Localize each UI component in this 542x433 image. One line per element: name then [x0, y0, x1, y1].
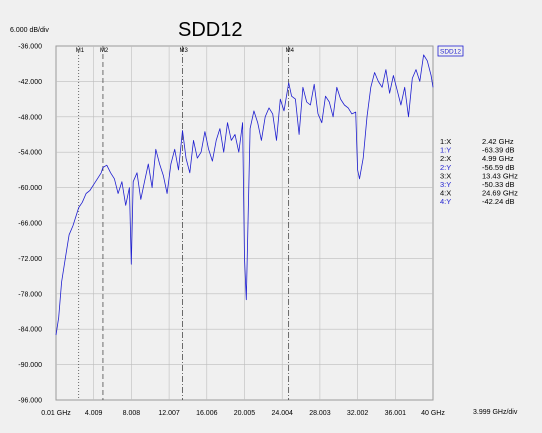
- y-axis-tick-labels: -36.000 -42.000 -48.000 -54.000 -60.000 -66.0…: [18, 44, 42, 405]
- y-tick-label: -84.000: [18, 327, 42, 334]
- y-tick-label: -96.000: [18, 398, 42, 405]
- y-tick-label: -66.000: [18, 221, 42, 228]
- series-line-0: [55, 54, 434, 336]
- y-tick-label: -60.000: [18, 185, 42, 192]
- readout-label: 2:X: [440, 154, 451, 163]
- x-tick-label: 28.003: [309, 410, 331, 417]
- marker-lines: M1 M2 M3 M4: [76, 46, 295, 400]
- readout-label: 1:Y: [440, 146, 451, 155]
- marker-label-m1: M1: [76, 48, 85, 54]
- readout-value: 2.42 GHz: [482, 137, 514, 146]
- readout-value: -42.24 dB: [482, 197, 515, 206]
- legend-box[interactable]: [437, 45, 464, 57]
- legend-label: SDD12: [440, 49, 461, 56]
- y-tick-label: -36.000: [18, 44, 42, 51]
- x-tick-label: 0.01 GHz: [41, 410, 71, 417]
- readout-value: 4.99 GHz: [482, 154, 514, 163]
- y-tick-label: -78.000: [18, 291, 42, 298]
- x-scale-label: 3.999 GHz/div: [473, 409, 518, 416]
- x-tick-label: 16.006: [196, 410, 218, 417]
- y-tick-label: -42.000: [18, 79, 42, 86]
- x-tick-label: 24.004: [271, 410, 293, 417]
- marker-label-m3: M3: [180, 48, 189, 54]
- x-axis-tick-labels: 0.01 GHz 4.009 8.008 12.007 16.006 20.005 24.0…: [41, 410, 445, 417]
- x-tick-label: 32.002: [347, 410, 369, 417]
- y-tick-label: -54.000: [18, 150, 42, 157]
- marker-label-m2: M2: [100, 48, 109, 54]
- readout-value: -56.59 dB: [482, 163, 515, 172]
- readout-label: 3:Y: [440, 180, 451, 189]
- marker-label-m4: M4: [286, 48, 295, 54]
- readout-label: 3:X: [440, 171, 451, 180]
- trace-group: [55, 54, 434, 336]
- x-tick-label: 40 GHz: [421, 410, 445, 417]
- readout-label: 4:X: [440, 189, 451, 198]
- readout-value: 13.43 GHz: [482, 171, 518, 180]
- readout-value: -63.39 dB: [482, 146, 515, 155]
- y-scale-label: 6.000 dB/div: [10, 27, 49, 34]
- readout-value: -50.33 dB: [482, 180, 515, 189]
- y-tick-label: -72.000: [18, 256, 42, 263]
- readout-value: 24.69 GHz: [482, 189, 518, 198]
- readout-label: 2:Y: [440, 163, 451, 172]
- chart-title: SDD12: [178, 19, 242, 41]
- x-tick-label: 8.008: [123, 410, 141, 417]
- x-tick-label: 4.009: [85, 410, 103, 417]
- x-tick-label: 12.007: [158, 410, 180, 417]
- readout-label: 4:Y: [440, 197, 451, 206]
- y-tick-label: -48.000: [18, 114, 42, 121]
- x-tick-label: 20.005: [234, 410, 256, 417]
- marker-readout-panel: 1:X 2.42 GHz 1:Y -63.39 dB 2:X 4.99 GHz 2:Y -56…: [440, 137, 518, 206]
- y-tick-label: -90.000: [18, 362, 42, 369]
- grid: [56, 46, 433, 400]
- readout-label: 1:X: [440, 137, 451, 146]
- x-tick-label: 36.001: [385, 410, 407, 417]
